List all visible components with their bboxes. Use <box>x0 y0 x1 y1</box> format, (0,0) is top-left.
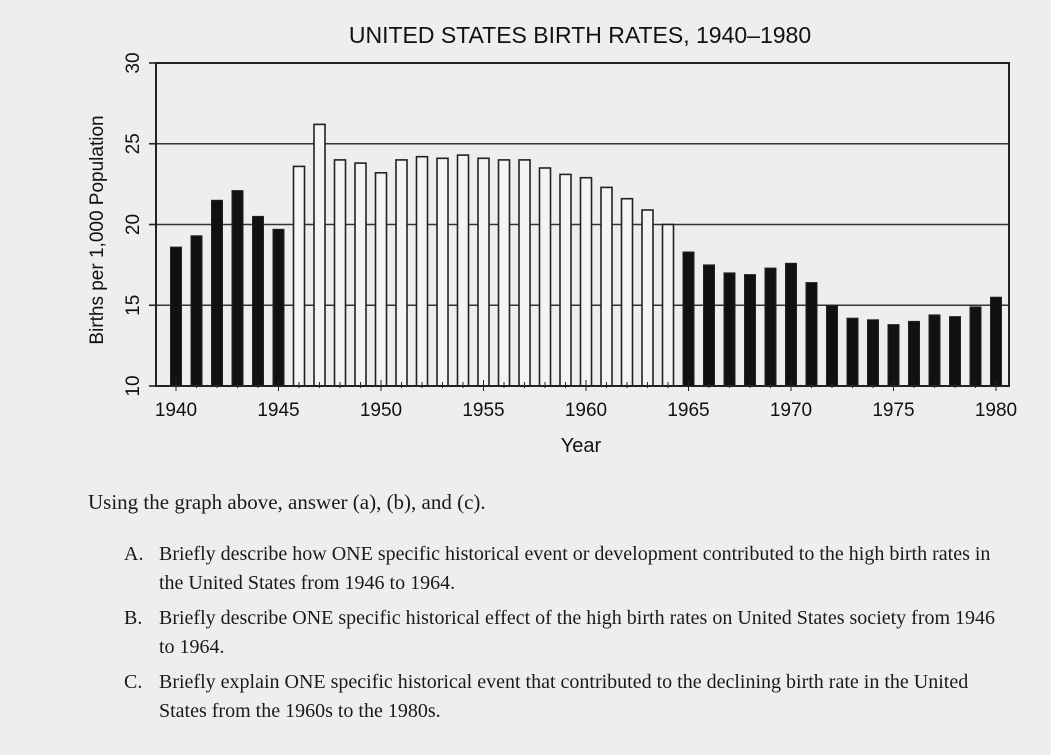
bar-1943 <box>231 190 244 387</box>
bar-1970 <box>785 262 797 387</box>
question-c-text: Briefly explain ONE specific historical … <box>159 671 969 722</box>
bar-1977 <box>928 314 941 387</box>
x-tick-label-1970: 1970 <box>770 400 812 421</box>
bar-1974 <box>867 319 879 387</box>
bar-1950 <box>374 172 388 387</box>
bar-1947 <box>313 123 326 387</box>
bar-1963 <box>641 209 654 387</box>
bar-1940 <box>170 246 182 387</box>
birth-rate-chart: UNITED STATES BIRTH RATES, 1940–1980 Bir… <box>87 22 1017 457</box>
bar-1973 <box>846 317 859 387</box>
bar-1942 <box>211 199 223 387</box>
bars <box>170 123 1002 387</box>
bar-1975 <box>887 324 900 387</box>
bar-1979 <box>969 306 982 387</box>
bar-1948 <box>333 159 347 387</box>
x-tick-label-1965: 1965 <box>667 400 709 421</box>
y-tick-label-10: 10 <box>123 375 144 396</box>
x-tick-label-1980: 1980 <box>975 400 1017 421</box>
bar-1960 <box>579 176 593 387</box>
y-tick-label-25: 25 <box>123 133 144 154</box>
bar-1959 <box>559 173 572 387</box>
question-a-text: Briefly describe how ONE specific histor… <box>159 543 991 594</box>
question-c-letter: C. <box>124 671 143 693</box>
x-tick-label-1960: 1960 <box>565 400 607 421</box>
bar-1956 <box>497 159 511 387</box>
bar-1961 <box>600 186 613 387</box>
x-tick-label-1950: 1950 <box>360 400 402 421</box>
x-tick-label-1940: 1940 <box>155 400 197 421</box>
bar-1978 <box>949 316 961 387</box>
bar-1965 <box>682 251 695 387</box>
bar-1976 <box>908 320 920 387</box>
bar-1968 <box>744 274 756 387</box>
question-a-letter: A. <box>124 543 144 565</box>
bar-1967 <box>723 272 736 387</box>
y-tick-label-20: 20 <box>123 214 144 235</box>
bar-1955 <box>477 157 490 387</box>
chart-title: UNITED STATES BIRTH RATES, 1940–1980 <box>349 22 811 48</box>
bar-1954 <box>456 154 470 387</box>
bar-1962 <box>620 197 634 387</box>
bar-1971 <box>805 282 818 387</box>
y-tick-label-30: 30 <box>123 52 144 73</box>
bar-1980 <box>990 296 1002 387</box>
bar-1951 <box>395 159 408 387</box>
bar-1972 <box>826 304 838 387</box>
bar-1941 <box>190 235 203 387</box>
bar-1966 <box>703 264 715 387</box>
bar-1957 <box>518 159 531 387</box>
y-tick-label-15: 15 <box>123 295 144 316</box>
bar-1945 <box>272 228 285 387</box>
bar-1949 <box>354 162 367 387</box>
questions-intro: Using the graph above, answer (a), (b), … <box>88 490 486 514</box>
x-axis: 1940 1945 1950 1955 1960 1965 1970 1975 1980 <box>155 380 1017 421</box>
bar-1944 <box>252 215 264 387</box>
question-b-letter: B. <box>124 607 143 629</box>
bar-1969 <box>764 267 777 387</box>
y-axis: 10 15 20 25 30 <box>123 52 156 397</box>
question-b-text: Briefly describe ONE specific historical… <box>159 607 996 658</box>
x-tick-label-1975: 1975 <box>872 400 914 421</box>
x-tick-label-1945: 1945 <box>257 400 299 421</box>
bar-1953 <box>436 157 449 387</box>
x-axis-label: Year <box>561 435 602 457</box>
bar-1964 <box>661 223 675 387</box>
x-tick-label-1955: 1955 <box>462 400 504 421</box>
y-axis-label: Births per 1,000 Population <box>87 115 108 344</box>
bar-1952 <box>415 155 429 387</box>
bar-1946 <box>292 165 306 387</box>
bar-1958 <box>538 167 552 387</box>
